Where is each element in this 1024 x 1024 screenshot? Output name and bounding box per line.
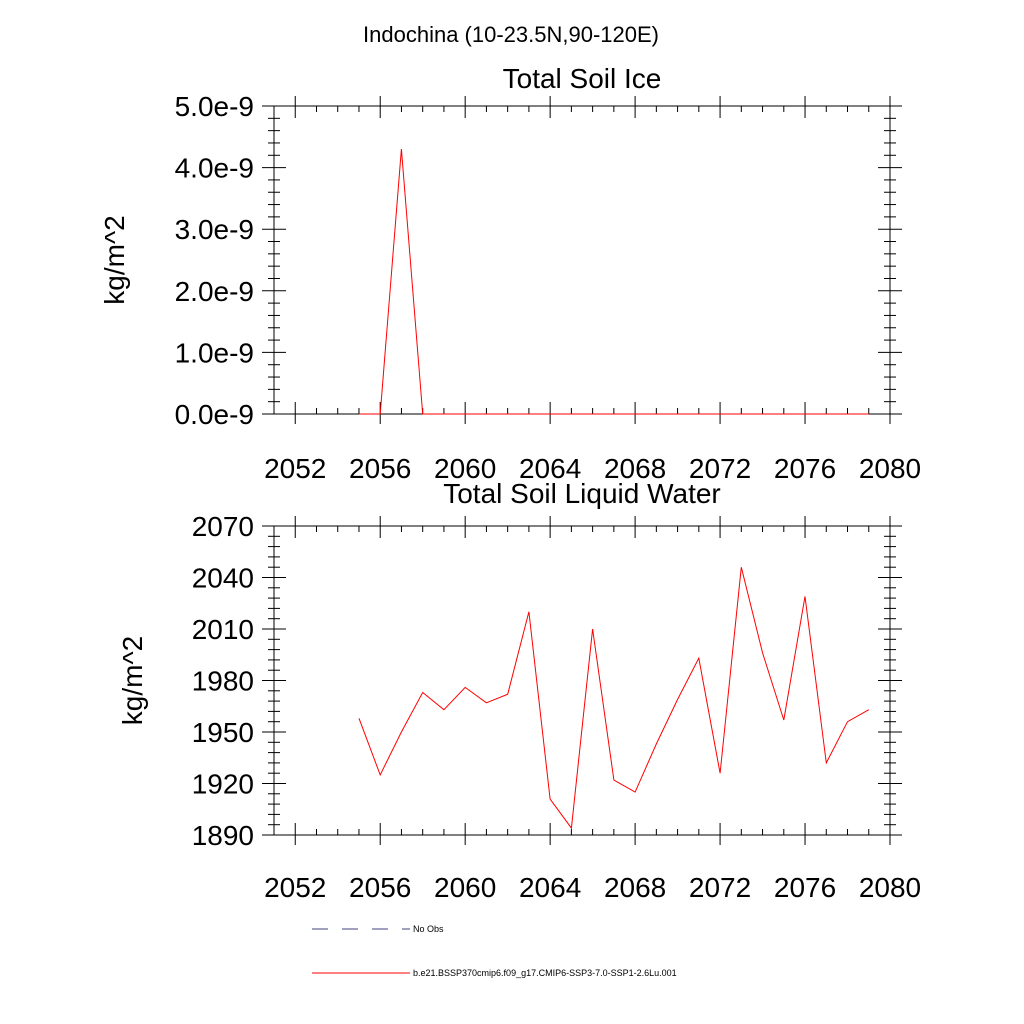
legend-label: No Obs	[413, 924, 444, 934]
legend: No Obs b.e21.BSSP370cmip6.f09_g17.CMIP6-S…	[312, 924, 677, 978]
x-tick-label: 2056	[349, 453, 411, 484]
y-tick-label: 2070	[192, 511, 254, 542]
series-line	[359, 149, 869, 415]
y-tick-label: 1950	[192, 717, 254, 748]
plot-frame	[273, 105, 891, 415]
y-tick-label: 2010	[192, 614, 254, 645]
x-tick-label: 2056	[349, 872, 411, 903]
x-tick-label: 2068	[604, 453, 666, 484]
x-tick-label: 2080	[859, 872, 921, 903]
plot-frame	[273, 525, 891, 836]
x-tick-label: 2076	[774, 453, 836, 484]
y-tick-label: 1890	[192, 820, 254, 851]
series-line	[358, 567, 870, 830]
panel-total-soil-ice: 2052 2056 2060 2064 2068 2072 2076 2080 0.0e-9 1.…	[99, 63, 921, 484]
x-tick-label: 2052	[264, 453, 326, 484]
legend-label: b.e21.BSSP370cmip6.f09_g17.CMIP6-SSP3-7.…	[413, 968, 677, 978]
x-tick-label: 2060	[434, 872, 496, 903]
panel-total-soil-liquid-water: 2052 2056 2060 2064 2068 2072 2076 2080 1890 1920…	[117, 478, 921, 903]
y-tick-label: 0.0e-9	[175, 399, 254, 430]
y-tick-label: 1.0e-9	[175, 337, 254, 368]
y-axis-label: kg/m^2	[99, 215, 130, 304]
x-tick-label: 2064	[519, 872, 581, 903]
x-tick-label: 2080	[859, 453, 921, 484]
y-tick-label: 1920	[192, 769, 254, 800]
x-tick-label: 2068	[604, 872, 666, 903]
y-tick-label: 2040	[192, 563, 254, 594]
x-tick-label: 2064	[519, 453, 581, 484]
x-tick-label: 2060	[434, 453, 496, 484]
x-tick-label: 2072	[689, 872, 751, 903]
x-tick-label: 2052	[264, 872, 326, 903]
chart-suptitle: Indochina (10-23.5N,90-120E)	[363, 22, 659, 47]
panel-title: Total Soil Ice	[503, 63, 662, 94]
y-tick-label: 1980	[192, 666, 254, 697]
y-axis-label: kg/m^2	[117, 636, 148, 725]
y-tick-label: 5.0e-9	[175, 91, 254, 122]
y-tick-label: 2.0e-9	[175, 276, 254, 307]
y-tick-label: 3.0e-9	[175, 214, 254, 245]
y-tick-label: 4.0e-9	[175, 153, 254, 184]
x-tick-label: 2076	[774, 872, 836, 903]
x-tick-label: 2072	[689, 453, 751, 484]
panel-title: Total Soil Liquid Water	[443, 478, 721, 509]
